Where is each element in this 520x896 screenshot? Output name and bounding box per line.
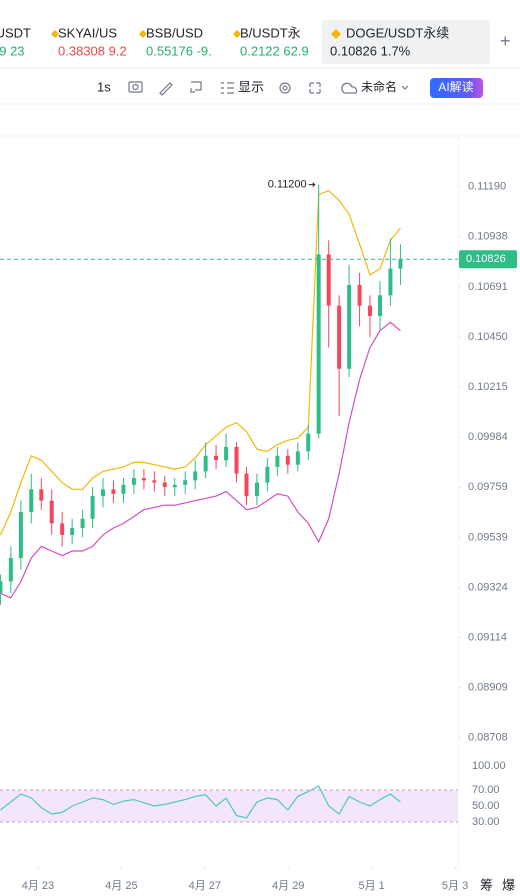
last-price-tag xyxy=(459,250,517,269)
x-tick-label: 5月 1 xyxy=(359,880,385,892)
candle-body xyxy=(111,489,116,494)
candle-body xyxy=(101,489,106,497)
candle-body xyxy=(337,305,342,369)
candle-body xyxy=(121,484,126,494)
candle-body xyxy=(29,489,34,512)
ai-button[interactable] xyxy=(430,78,483,98)
y-tick-label: 0.11190 xyxy=(468,181,506,193)
lower-band xyxy=(0,321,401,599)
tab-symbol: BSB/USD xyxy=(146,25,203,40)
coin-icon xyxy=(139,30,147,38)
y-tick-label: 0.10215 xyxy=(468,381,508,393)
coin-icon xyxy=(51,30,59,38)
candle-body xyxy=(377,295,382,317)
rsi-tick-label: 100.00 xyxy=(472,760,506,772)
candle-body xyxy=(152,480,157,483)
candle-body xyxy=(0,581,3,594)
candle-body xyxy=(367,305,372,317)
candle-body xyxy=(244,473,249,497)
x-tick-label: 4月 23 xyxy=(22,880,54,892)
candle-body xyxy=(388,268,393,296)
candle-body xyxy=(357,285,362,306)
y-tick-label: 0.10450 xyxy=(468,331,508,343)
y-tick-label: 0.10691 xyxy=(468,281,508,293)
tab-symbol: /USDT xyxy=(0,25,31,40)
y-tick-label: 0.08909 xyxy=(468,681,508,693)
candle-body xyxy=(39,489,44,501)
candle-body xyxy=(90,496,95,519)
last-price-label: 0.10826 xyxy=(466,253,506,265)
layout-name[interactable]: 未命名 xyxy=(361,79,397,94)
tool-button[interactable]: 爆 xyxy=(502,877,515,892)
candle-body xyxy=(398,259,403,269)
candle-body xyxy=(60,523,65,535)
y-tick-label: 0.09539 xyxy=(468,531,508,543)
candle-body xyxy=(234,446,239,474)
high-annotation: 0.11200 xyxy=(268,179,307,191)
tab-price: 0.55176 -9. xyxy=(146,43,212,58)
y-tick-label: 0.09114 xyxy=(468,631,507,643)
candle-body xyxy=(347,285,352,369)
tab-symbol: DOGE/USDT永续 xyxy=(346,25,449,40)
candle-body xyxy=(18,511,23,558)
candle-body xyxy=(141,478,146,481)
y-tick-label: 0.09324 xyxy=(468,581,508,593)
tab-price: 0.38308 9.2 xyxy=(58,43,127,58)
coin-icon xyxy=(331,29,341,39)
x-tick-label: 4月 25 xyxy=(105,880,137,892)
tab-symbol: SKYAI/US xyxy=(58,25,117,40)
ai-button-label[interactable]: AI解读 xyxy=(438,80,473,94)
rsi-tick-label: 70.00 xyxy=(472,784,500,796)
rsi-tick-label: 30.00 xyxy=(472,816,500,828)
candle-body xyxy=(80,518,85,528)
candle-body xyxy=(295,451,300,465)
candle-body xyxy=(275,455,280,467)
candle-body xyxy=(8,557,13,582)
high-arrow xyxy=(308,182,316,188)
candle-body xyxy=(162,482,167,488)
candle-body xyxy=(203,455,208,472)
active-tab[interactable] xyxy=(322,20,490,64)
tool-button[interactable]: 筹 xyxy=(480,877,493,892)
y-tick-label: 0.09984 xyxy=(468,431,508,443)
x-tick-label: 4月 27 xyxy=(189,880,221,892)
candle-body xyxy=(193,471,198,481)
tab-price: 0.2122 62.9 xyxy=(240,43,309,58)
candle-body xyxy=(131,478,136,485)
candle-body xyxy=(172,484,177,488)
candle-body xyxy=(224,446,229,461)
candle-body xyxy=(285,455,290,465)
x-tick-label: 5月 3 xyxy=(442,880,468,892)
coin-icon xyxy=(233,30,241,38)
candle-body xyxy=(326,254,331,306)
rsi-band xyxy=(0,790,458,822)
toolbar-icons xyxy=(128,81,409,96)
candle-body xyxy=(49,500,54,524)
candle-body xyxy=(316,254,321,434)
display-button[interactable]: 显示 xyxy=(238,79,264,94)
rsi-line xyxy=(0,785,401,819)
tab-symbol: B/USDT永 xyxy=(240,25,301,40)
candle-body xyxy=(214,455,219,461)
candle-body xyxy=(306,433,311,452)
interval[interactable]: 1s xyxy=(97,79,111,94)
candle-body xyxy=(183,480,188,485)
candle-body xyxy=(265,466,270,483)
y-tick-label: 0.10938 xyxy=(468,231,508,243)
candle-body xyxy=(70,527,75,535)
upper-band xyxy=(0,189,401,536)
x-tick-label: 4月 29 xyxy=(272,880,304,892)
rsi-tick-label: 50.00 xyxy=(472,800,500,812)
tab-price: 19 23 xyxy=(0,43,25,58)
y-tick-label: 0.08708 xyxy=(468,732,508,744)
add-tab[interactable]: + xyxy=(500,31,511,51)
y-tick-label: 0.09759 xyxy=(468,481,508,493)
candle-body xyxy=(254,482,259,497)
tab-price: 0.10826 1.7% xyxy=(330,43,411,58)
